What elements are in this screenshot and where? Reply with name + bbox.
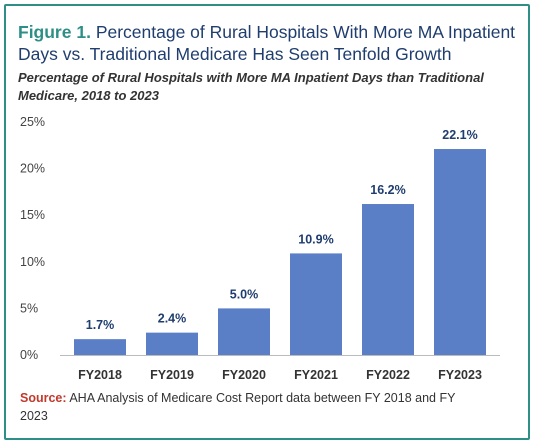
x-tick-label: FY2020 bbox=[222, 368, 266, 382]
y-tick-label: 5% bbox=[20, 301, 38, 315]
y-tick-label: 20% bbox=[20, 162, 45, 176]
bar bbox=[434, 149, 486, 355]
y-tick-label: 15% bbox=[20, 208, 45, 222]
x-tick-label: FY2021 bbox=[294, 368, 338, 382]
data-label: 16.2% bbox=[370, 183, 405, 197]
bar bbox=[218, 308, 270, 355]
x-tick-label: FY2022 bbox=[366, 368, 410, 382]
bar bbox=[290, 253, 342, 355]
bar bbox=[146, 332, 198, 355]
data-label: 10.9% bbox=[298, 232, 333, 246]
data-label: 2.4% bbox=[158, 312, 187, 326]
figure-number: Figure 1. bbox=[18, 22, 91, 42]
bar bbox=[362, 204, 414, 355]
source-note: Source: AHA Analysis of Medicare Cost Re… bbox=[20, 389, 480, 425]
source-label: Source: bbox=[20, 391, 67, 405]
bar bbox=[74, 339, 126, 355]
chart-subtitle: Percentage of Rural Hospitals with More … bbox=[18, 70, 484, 103]
x-tick-label: FY2018 bbox=[78, 368, 122, 382]
source-text: AHA Analysis of Medicare Cost Report dat… bbox=[20, 391, 456, 423]
x-tick-label: FY2019 bbox=[150, 368, 194, 382]
y-tick-label: 25% bbox=[20, 115, 45, 129]
data-label: 5.0% bbox=[230, 287, 259, 301]
figure-title: Figure 1. Percentage of Rural Hospitals … bbox=[18, 21, 518, 65]
figure-title-text: Percentage of Rural Hospitals With More … bbox=[18, 22, 516, 64]
y-tick-label: 0% bbox=[20, 348, 38, 362]
data-label: 1.7% bbox=[86, 318, 115, 332]
x-tick-label: FY2023 bbox=[438, 368, 482, 382]
y-tick-label: 10% bbox=[20, 255, 45, 269]
data-label: 22.1% bbox=[442, 128, 477, 142]
